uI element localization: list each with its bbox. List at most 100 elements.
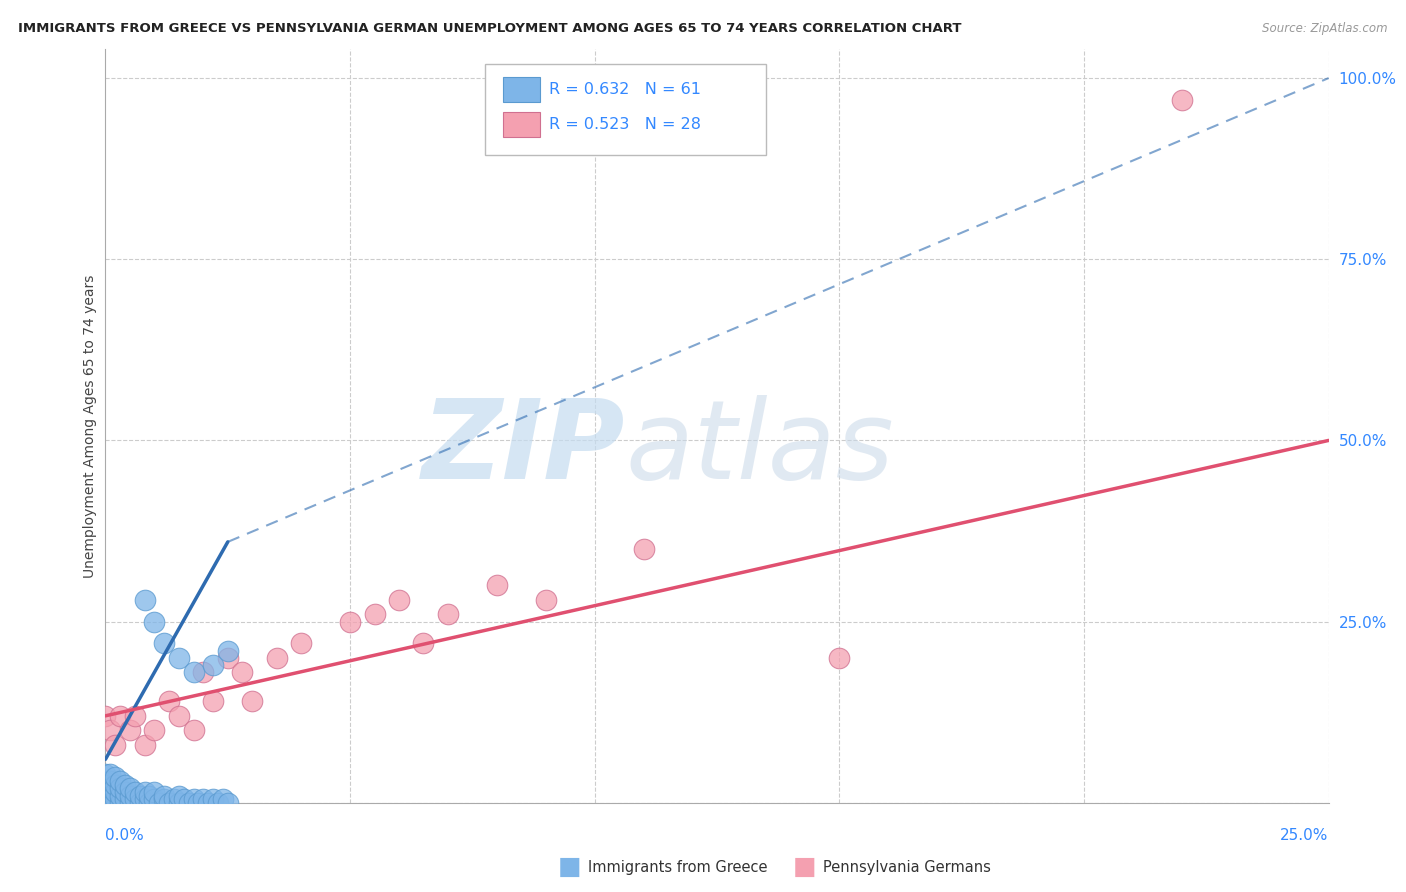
Point: [217, 643, 239, 657]
Point: [94, 766, 117, 781]
Point: [94, 796, 117, 810]
Point: [94, 785, 117, 799]
Point: [108, 774, 131, 789]
Point: [153, 636, 176, 650]
Point: [173, 792, 195, 806]
Point: [104, 771, 127, 785]
Point: [104, 792, 127, 806]
Text: IMMIGRANTS FROM GREECE VS PENNSYLVANIA GERMAN UNEMPLOYMENT AMONG AGES 65 TO 74 Y: IMMIGRANTS FROM GREECE VS PENNSYLVANIA G…: [18, 22, 962, 36]
Point: [143, 615, 166, 629]
Point: [98, 774, 121, 789]
Point: [98, 796, 121, 810]
Point: [412, 636, 434, 650]
Text: Immigrants from Greece: Immigrants from Greece: [588, 860, 768, 874]
Point: [167, 708, 190, 723]
Point: [197, 796, 219, 810]
Point: [193, 792, 215, 806]
Point: [138, 789, 160, 803]
Point: [114, 778, 136, 792]
Point: [104, 778, 127, 792]
Point: [339, 615, 361, 629]
Point: [437, 607, 460, 622]
Point: [134, 785, 156, 799]
Point: [134, 738, 156, 752]
Text: Pennsylvania Germans: Pennsylvania Germans: [823, 860, 990, 874]
Point: [108, 796, 131, 810]
Text: atlas: atlas: [626, 395, 894, 502]
Point: [114, 785, 136, 799]
Text: R = 0.523   N = 28: R = 0.523 N = 28: [550, 117, 702, 132]
Point: [167, 651, 190, 665]
Point: [143, 723, 166, 738]
Point: [167, 789, 190, 803]
Point: [212, 792, 235, 806]
Point: [114, 792, 136, 806]
Point: [485, 578, 508, 592]
Text: ■: ■: [558, 855, 581, 879]
Point: [128, 789, 150, 803]
Text: 0.0%: 0.0%: [105, 828, 145, 843]
Text: Source: ZipAtlas.com: Source: ZipAtlas.com: [1263, 22, 1388, 36]
Point: [124, 792, 146, 806]
Point: [177, 796, 200, 810]
Point: [290, 636, 312, 650]
Point: [202, 694, 225, 708]
Point: [1171, 93, 1194, 107]
Point: [207, 796, 229, 810]
Point: [94, 781, 117, 796]
Point: [118, 723, 141, 738]
Point: [108, 789, 131, 803]
Point: [118, 796, 141, 810]
Point: [143, 785, 166, 799]
Point: [108, 708, 131, 723]
Text: 25.0%: 25.0%: [1281, 828, 1329, 843]
Point: [143, 792, 166, 806]
Point: [138, 796, 160, 810]
Point: [217, 651, 239, 665]
Point: [98, 766, 121, 781]
Text: ZIP: ZIP: [422, 395, 626, 502]
Point: [153, 789, 176, 803]
Point: [534, 592, 557, 607]
FancyBboxPatch shape: [485, 64, 766, 154]
Point: [94, 774, 117, 789]
Point: [266, 651, 288, 665]
Point: [94, 789, 117, 803]
Point: [124, 708, 146, 723]
Point: [98, 781, 121, 796]
Point: [118, 789, 141, 803]
Point: [98, 789, 121, 803]
Point: [183, 792, 205, 806]
Point: [187, 796, 209, 810]
Point: [104, 785, 127, 799]
Point: [633, 542, 655, 557]
Point: [231, 665, 253, 680]
Point: [167, 796, 190, 810]
Point: [108, 781, 131, 796]
Text: ■: ■: [793, 855, 815, 879]
Bar: [503, 112, 540, 137]
Point: [217, 796, 239, 810]
Point: [124, 785, 146, 799]
Y-axis label: Unemployment Among Ages 65 to 74 years: Unemployment Among Ages 65 to 74 years: [83, 274, 97, 578]
Point: [163, 792, 186, 806]
Bar: [503, 77, 540, 102]
Point: [828, 651, 851, 665]
Point: [94, 708, 117, 723]
Point: [363, 607, 385, 622]
Point: [157, 694, 180, 708]
Point: [104, 738, 127, 752]
Point: [202, 658, 225, 673]
Point: [128, 796, 150, 810]
Point: [240, 694, 263, 708]
Point: [202, 792, 225, 806]
Point: [183, 723, 205, 738]
Point: [94, 792, 117, 806]
Point: [157, 796, 180, 810]
Point: [134, 792, 156, 806]
Point: [98, 723, 121, 738]
Point: [153, 792, 176, 806]
Point: [193, 665, 215, 680]
Text: R = 0.632   N = 61: R = 0.632 N = 61: [550, 81, 702, 96]
Point: [148, 796, 170, 810]
